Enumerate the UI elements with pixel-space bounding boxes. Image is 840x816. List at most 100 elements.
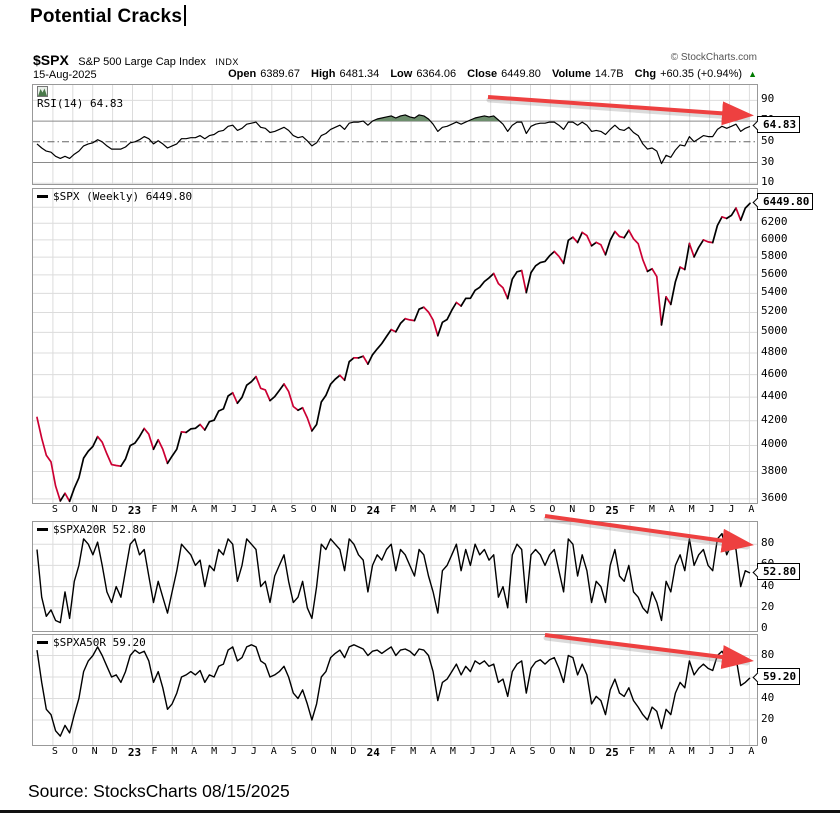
month-label: A [270,504,277,515]
price-line-segment [152,438,160,451]
price-line-segment [120,427,146,468]
price-line-segment [623,229,630,239]
month-label: S [51,746,58,757]
month-label: J [469,746,476,757]
month-label: O [549,746,556,757]
month-label: A [191,746,198,757]
month-label: 24 [366,746,380,759]
title-text: Potential Cracks [30,6,183,27]
month-label: O [71,504,78,515]
price-line-segment [460,272,495,307]
open-value: 6389.67 [260,68,300,80]
bottom-rule [0,810,840,813]
price-line-segment [604,230,616,256]
price-line-segment [581,231,593,247]
month-label: M [688,504,695,515]
price-line-segment [492,272,509,300]
price-line-segment [572,236,579,244]
chg-label: Chg [634,68,657,80]
price-line-segment [735,207,742,222]
month-label: M [688,746,695,757]
month-label: M [449,746,456,757]
month-label: D [589,504,596,515]
rsi-chart [33,85,757,184]
month-label: M [211,746,218,757]
month-label: D [589,746,596,757]
a20r-axis-tick: 80 [761,536,775,550]
month-label: M [211,504,218,515]
month-label: D [350,746,357,757]
line-swatch [37,528,48,531]
month-label: N [91,746,98,757]
high-label: High [311,68,336,80]
price-chart [33,189,757,503]
price-line-segment [297,406,304,412]
price-panel: $SPX (Weekly) 6449.80 [32,188,758,504]
month-label: O [310,746,317,757]
month-label: M [648,504,655,515]
price-axis-tick: 6000 [761,231,788,245]
price-line-segment [590,241,598,247]
price-line-segment [255,375,271,402]
month-label: 25 [605,746,619,759]
price-line-segment [520,269,528,294]
rsi-line [36,114,751,165]
month-label: F [151,504,158,515]
price-axis-tick: 4800 [761,345,788,359]
price-line-segment [646,267,653,273]
area-chart-icon [37,86,48,97]
price-line-segment [702,239,714,244]
price-line-segment [362,355,369,365]
price-line-segment [311,374,341,432]
a20r-line [36,532,751,624]
price-line-segment [404,317,416,322]
price-axis-tick: 3600 [761,490,788,504]
rsi-axis-tick: 50 [761,133,775,147]
price-line-segment [343,356,355,382]
month-label: A [270,746,277,757]
price-line-segment [339,374,346,382]
price-line-segment [36,416,62,502]
month-label: S [290,746,297,757]
symbol: $SPX [33,52,69,68]
price-axis-tick: 4600 [761,366,788,380]
price-line-segment [143,427,155,451]
a50r-axis-tick: 40 [761,690,775,704]
month-label: D [111,746,118,757]
a50r-legend: $SPXA50R 59.20 [37,636,146,649]
price-line-segment [553,250,565,265]
change-up-icon: ▲ [748,69,757,79]
price-line-segment [576,231,584,244]
month-label: O [71,746,78,757]
month-label: A [668,504,675,515]
price-line-segment [199,423,206,431]
month-label: J [250,504,257,515]
a50r-last-value-box: 59.20 [757,667,801,685]
price-last-value-box: 6449.80 [757,193,814,211]
price-line-segment [96,435,122,468]
price-line-segment [455,301,462,307]
price-line-segment [436,301,458,337]
a50r-legend-text: $SPXA50R 59.20 [53,636,146,649]
price-axis-tick: 5800 [761,249,788,263]
source-caption: Source: StocksCharts 08/15/2025 [28,781,290,801]
a20r-axis-tick: 0 [761,621,768,634]
month-label: N [330,504,337,515]
month-label: N [569,746,576,757]
price-axis-tick: 3800 [761,463,788,477]
month-label: J [728,504,735,515]
volume-label: Volume [551,68,591,80]
rsi-overbought-fill [372,114,431,122]
text-cursor [184,5,187,26]
price-line-segment [64,492,71,503]
month-label: F [390,746,397,757]
month-label: A [429,746,436,757]
price-line-segment [157,438,169,465]
price-line-segment [562,236,574,265]
page-title[interactable]: Potential Cracks [30,5,187,28]
price-line-segment [595,241,607,256]
price-line-segment [725,207,737,220]
price-line-segment [283,383,299,412]
month-label: M [171,746,178,757]
price-line-segment [185,423,201,434]
